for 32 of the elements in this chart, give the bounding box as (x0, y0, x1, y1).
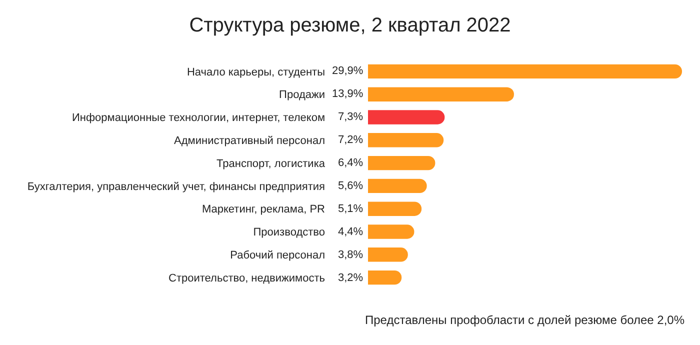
y-tick-label: Бухгалтерия, управленческий учет, финансы предприятия (27, 180, 326, 193)
chart-title: Структура резюме, 2 квартал 2022 (189, 14, 511, 36)
data-label: 6,4% (338, 157, 364, 169)
bar (368, 270, 402, 285)
bar (368, 64, 682, 79)
bar (368, 110, 445, 124)
data-label: 29,9% (332, 65, 364, 77)
y-tick-label: Транспорт, логистика (216, 158, 326, 170)
bar (368, 178, 427, 194)
bar (368, 248, 408, 262)
data-label: 5,6% (338, 180, 364, 192)
text: Представлены профобласти с долей резюме более 2,0% (365, 313, 685, 327)
data-label: 7,2% (338, 134, 364, 146)
bar (368, 224, 414, 239)
data-label: 3,2% (338, 272, 364, 284)
data-label: 3,8% (338, 249, 364, 261)
y-tick-label: Административный персонал (174, 135, 325, 147)
data-label: 7,3% (338, 111, 364, 123)
bar (368, 202, 422, 216)
y-tick-label: Маркетинг, реклама, PR (202, 204, 326, 216)
bar (368, 87, 514, 102)
y-tick-label: Продажи (279, 89, 325, 102)
y-tick-label: Информационные технологии, интернет, телеком (72, 112, 325, 124)
data-label: 13,9% (332, 88, 364, 100)
bar (368, 156, 436, 170)
bar (368, 133, 444, 148)
data-label: 5,1% (338, 203, 364, 215)
y-tick-label: Строительство, недвижимость (168, 272, 326, 284)
y-tick-label: Начало карьеры, студенты (186, 66, 326, 78)
y-tick-label: Рабочий персонал (230, 250, 325, 262)
data-label: 4,4% (338, 226, 364, 238)
y-tick-label: Производство (253, 226, 325, 239)
